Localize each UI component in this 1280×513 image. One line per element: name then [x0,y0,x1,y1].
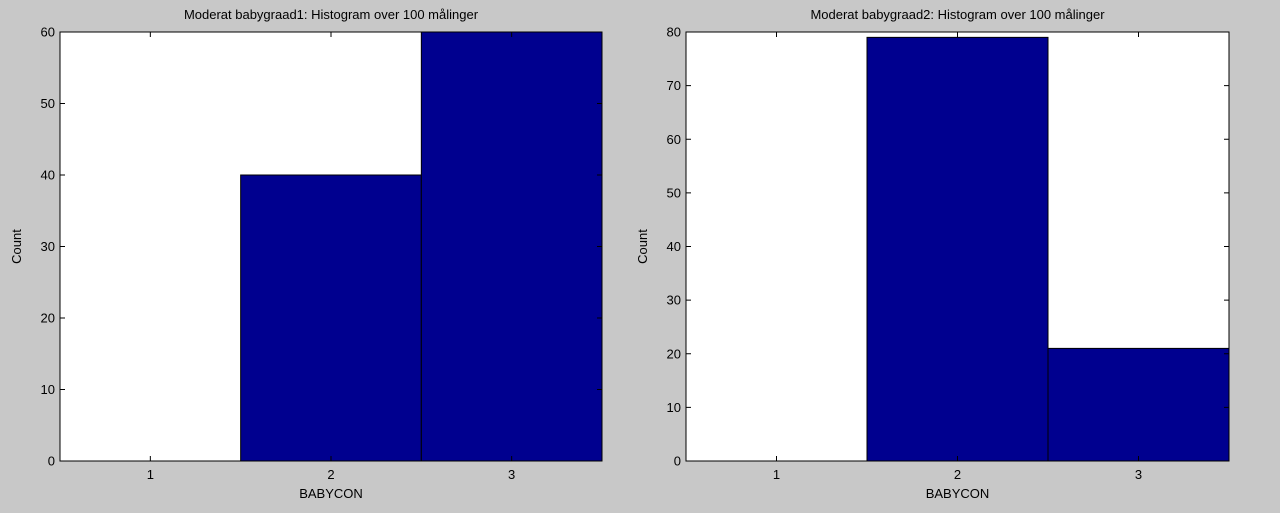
x-axis-label: BABYCON [926,486,990,501]
bar-3 [1047,347,1230,462]
y-tick-label: 70 [667,78,681,93]
ticks-group: 0 10 20 30 40 50 60 1 2 3 [41,25,602,482]
y-tick-label: 0 [48,454,55,469]
bar-3 [420,31,603,462]
y-tick-label: 20 [667,346,681,361]
x-tick-label: 3 [508,467,515,482]
y-tick-label: 20 [41,311,55,326]
chart-babygraad1: 0 10 20 30 40 50 60 1 2 3 Moderat babygraad1: His… [9,7,603,501]
y-tick-label: 0 [674,454,681,469]
y-tick-label: 50 [41,96,55,111]
bar-2 [866,36,1049,462]
bars-group [866,36,1230,462]
chart-title: Moderat babygraad1: Histogram over 100 m… [184,7,479,22]
x-tick-label: 3 [1135,467,1142,482]
bar-2 [240,174,422,462]
y-tick-label: 60 [667,132,681,147]
y-tick-label: 10 [667,400,681,415]
y-tick-label: 30 [41,239,55,254]
chart-title: Moderat babygraad2: Histogram over 100 m… [810,7,1105,22]
y-tick-label: 60 [41,25,55,40]
chart-babygraad2: 0 10 20 30 40 50 60 70 80 1 2 3 Moderat babygraad2:… [635,7,1230,501]
x-tick-label: 1 [773,467,780,482]
y-tick-label: 80 [667,25,681,40]
x-axis-label: BABYCON [299,486,363,501]
ticks-group: 0 10 20 30 40 50 60 70 80 1 2 3 [667,25,1229,482]
y-tick-label: 30 [667,293,681,308]
y-tick-label: 50 [667,185,681,200]
y-tick-label: 40 [667,239,681,254]
y-axis-label: Count [9,229,24,264]
y-tick-label: 10 [41,382,55,397]
y-axis-label: Count [635,229,650,264]
x-tick-label: 2 [327,467,334,482]
x-tick-label: 1 [147,467,154,482]
y-tick-label: 40 [41,168,55,183]
x-tick-label: 2 [954,467,961,482]
